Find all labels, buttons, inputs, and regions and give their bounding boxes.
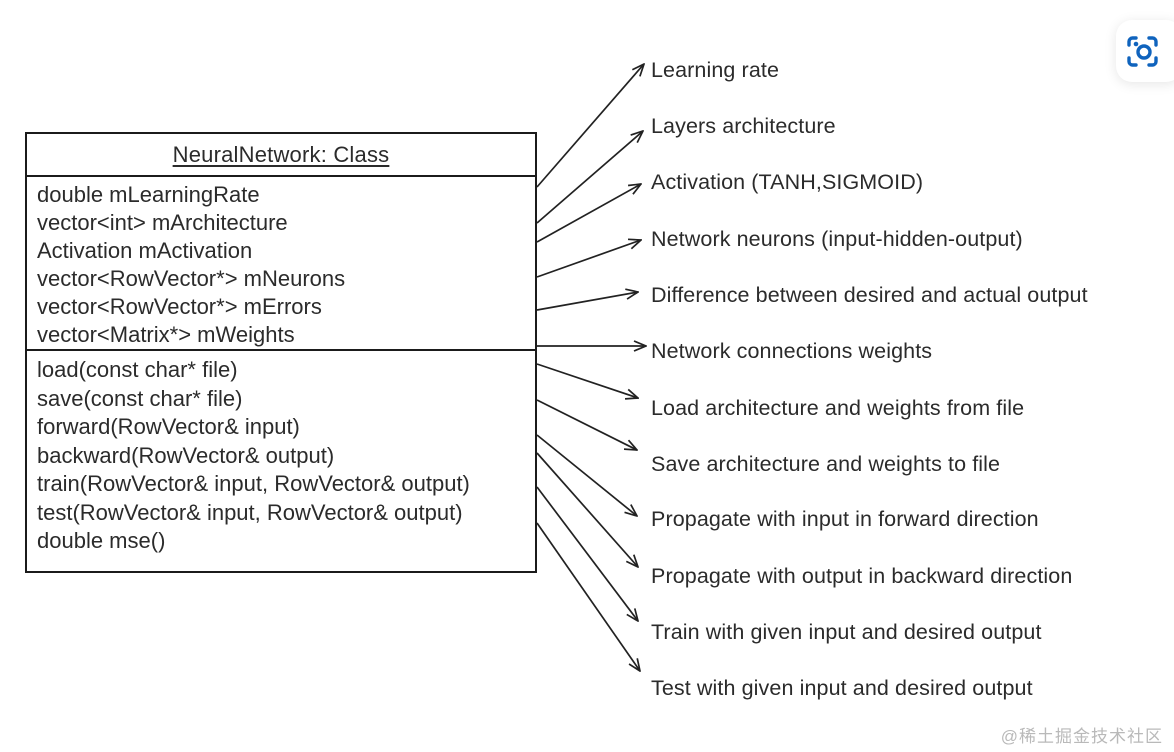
class-field: Activation mActivation [37,238,253,263]
class-field: double mLearningRate [37,182,260,207]
arrow-line [536,64,644,188]
class-title: NeuralNetwork: Class [27,134,535,177]
arrow-line [536,363,638,398]
annotation-label: Train with given input and desired outpu… [651,620,1042,644]
class-field: vector<Matrix*> mWeights [37,322,295,347]
class-field: vector<int> mArchitecture [37,210,288,235]
annotation-label: Layers architecture [651,114,836,138]
camera-scan-icon [1127,36,1158,67]
watermark: @稀土掘金技术社区 [1000,727,1163,746]
arrow-line [536,486,638,621]
annotation-label: Test with given input and desired output [651,676,1033,700]
annotation-label: Propagate with output in backward direct… [651,564,1073,588]
class-method: save(const char* file) [37,385,243,411]
arrow-line [536,434,637,516]
class-method: backward(RowVector& output) [37,442,335,468]
annotation-label: Learning rate [651,58,780,82]
class-method: forward(RowVector& input) [37,414,300,439]
class-field: vector<RowVector*> mNeurons [37,266,346,291]
class-method: test(RowVector& input, RowVector& output… [37,499,463,525]
arrow-line [536,184,641,243]
arrow-line [536,522,640,671]
arrow-line [536,292,638,311]
class-method: load(const char* file) [37,357,238,382]
annotation-label: Difference between desired and actual ou… [651,283,1088,307]
annotation-label: Network connections weights [651,339,933,363]
annotation-label: Save architecture and weights to file [651,452,1001,476]
arrow-line [536,399,637,450]
image-search-button[interactable] [1116,20,1174,82]
class-fields: double mLearningRate vector<int> mArchite… [27,177,535,351]
class-field: vector<RowVector*> mErrors [37,294,322,319]
arrow-line [536,240,641,278]
annotation-label: Load architecture and weights from file [651,396,1025,420]
arrow-line [536,131,643,224]
class-methods: load(const char* file) save(const char* f… [27,351,535,556]
annotation-label: Network neurons (input-hidden-output) [651,227,1023,251]
class-method: double mse() [37,528,166,553]
annotation-label: Activation (TANH,SIGMOID) [651,170,924,194]
uml-class-box: NeuralNetwork: Class double mLearningRat… [25,132,537,573]
class-method: train(RowVector& input, RowVector& outpu… [37,471,470,496]
annotation-label: Propagate with input in forward directio… [651,507,1039,531]
arrow-line [536,452,638,567]
